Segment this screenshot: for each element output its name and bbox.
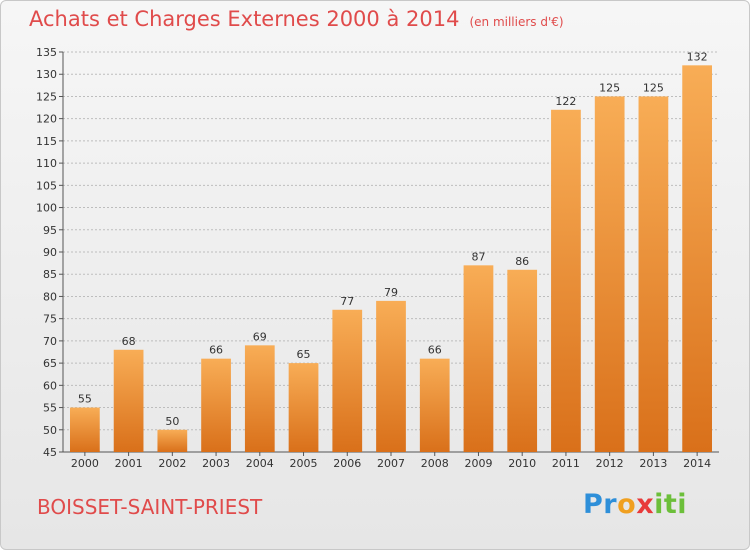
y-tick-label: 85	[43, 268, 57, 281]
bar	[463, 265, 494, 452]
x-tick-label: 2006	[333, 457, 361, 470]
logo-letter: i	[677, 489, 688, 520]
logo-letter: P	[583, 489, 604, 520]
bar	[594, 96, 625, 452]
x-tick-label: 2010	[508, 457, 536, 470]
y-tick-label: 110	[36, 157, 57, 170]
bar-value-label: 132	[687, 50, 708, 63]
bar	[638, 96, 669, 452]
x-tick-label: 2009	[464, 457, 492, 470]
bar-value-label: 125	[643, 81, 664, 94]
proxiti-logo: Proxiti	[583, 489, 687, 520]
bar	[551, 109, 581, 453]
x-tick-label: 2003	[202, 457, 230, 470]
y-tick-label: 60	[43, 379, 57, 392]
bar	[332, 309, 363, 452]
commune-name: BOISSET-SAINT-PRIEST	[37, 495, 263, 519]
bar	[682, 65, 713, 452]
y-tick-label: 50	[43, 424, 57, 437]
x-tick-label: 2005	[290, 457, 318, 470]
y-tick-label: 95	[43, 224, 57, 237]
x-tick-label: 2011	[552, 457, 580, 470]
logo-letter: t	[663, 489, 678, 520]
bar-value-label: 65	[297, 348, 311, 361]
bar	[69, 407, 100, 452]
bar-value-label: 87	[471, 250, 485, 263]
y-tick-label: 70	[43, 335, 57, 348]
x-tick-label: 2004	[246, 457, 274, 470]
y-tick-label: 125	[36, 90, 57, 103]
x-tick-label: 2001	[115, 457, 143, 470]
bar-value-label: 125	[599, 81, 620, 94]
bar-value-label: 77	[340, 295, 354, 308]
bar	[244, 345, 275, 452]
bar	[113, 349, 144, 452]
x-tick-label: 2013	[639, 457, 667, 470]
y-tick-label: 135	[36, 46, 57, 59]
bar	[288, 363, 319, 452]
x-tick-label: 2000	[71, 457, 99, 470]
logo-letter: o	[617, 489, 637, 520]
x-tick-label: 2014	[683, 457, 711, 470]
bar-value-label: 66	[428, 344, 442, 357]
y-tick-label: 75	[43, 313, 57, 326]
y-tick-label: 120	[36, 113, 57, 126]
y-tick-label: 105	[36, 179, 57, 192]
y-tick-label: 90	[43, 246, 57, 259]
bar-value-label: 50	[165, 415, 179, 428]
y-tick-label: 65	[43, 357, 57, 370]
bar-value-label: 66	[209, 344, 223, 357]
x-tick-label: 2012	[596, 457, 624, 470]
chart-title: Achats et Charges Externes 2000 à 2014 (e…	[29, 7, 564, 31]
y-tick-label: 100	[36, 202, 57, 215]
logo-letter: i	[654, 489, 664, 520]
bar-value-label: 55	[78, 393, 92, 406]
logo-letter: x	[636, 489, 655, 520]
bar	[157, 429, 188, 452]
bar-value-label: 69	[253, 330, 267, 343]
bar	[376, 300, 406, 452]
x-tick-label: 2008	[421, 457, 449, 470]
bar	[507, 269, 538, 452]
y-tick-label: 45	[43, 446, 57, 459]
x-tick-label: 2007	[377, 457, 405, 470]
bar	[419, 358, 450, 452]
logo-letter: r	[603, 489, 618, 520]
y-tick-label: 55	[43, 402, 57, 415]
bar-value-label: 79	[384, 286, 398, 299]
y-tick-label: 115	[36, 135, 57, 148]
bar-layer	[69, 65, 713, 453]
bar-value-label: 86	[515, 255, 529, 268]
x-tick-label: 2002	[158, 457, 186, 470]
y-tick-label: 80	[43, 290, 57, 303]
label-layer: 2000 55 2001 68 2002 50 2003 66 2004 69 2005 65 2006…	[71, 50, 711, 470]
chart-title-text: Achats et Charges Externes 2000 à 2014	[29, 7, 460, 31]
bar-value-label: 122	[555, 95, 576, 108]
y-tick-label: 130	[36, 68, 57, 81]
axis-layer: 45 50 55 60 65 70 75 80 85 90 95 100 105 110 115 120 125…	[36, 46, 719, 459]
chart-unit-label: (en milliers d'€)	[469, 15, 564, 29]
bar-value-label: 68	[122, 335, 136, 348]
bar	[201, 358, 231, 452]
